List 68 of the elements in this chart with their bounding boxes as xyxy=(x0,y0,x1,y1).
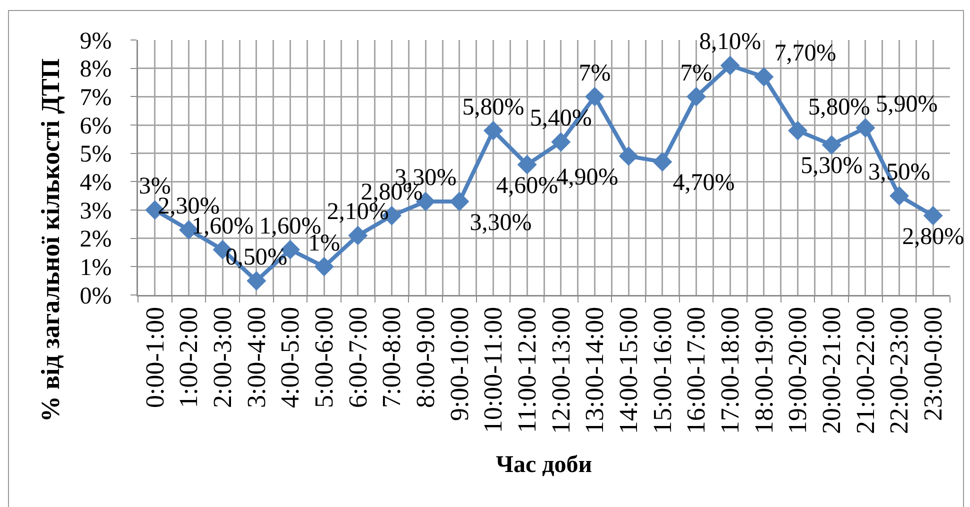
y-tick-label: 3% xyxy=(80,198,112,224)
y-tick-label: 5% xyxy=(80,142,112,168)
y-tick-label: 7% xyxy=(80,85,112,112)
point xyxy=(890,186,909,206)
point xyxy=(856,118,876,138)
point xyxy=(246,271,266,291)
point xyxy=(822,135,842,155)
point xyxy=(652,152,672,172)
x-tick-label: 3:00-4:00 xyxy=(242,306,271,408)
data-label: 4,90% xyxy=(556,164,618,191)
x-tick-label: 1:00-2:00 xyxy=(174,306,204,408)
point xyxy=(720,56,740,76)
x-tick-label: 10:00-11:00 xyxy=(478,306,508,434)
y-tick-label: 6% xyxy=(80,113,112,140)
data-label: 7,70% xyxy=(774,40,836,66)
point xyxy=(551,132,571,152)
point xyxy=(754,67,774,87)
x-tick-label: 11:00-12:00 xyxy=(512,306,542,434)
x-tick-label: 18:00-19:00 xyxy=(749,306,778,434)
point xyxy=(585,86,604,106)
point xyxy=(348,226,368,246)
x-axis-title: Час доби xyxy=(496,452,592,478)
data-label: 5,90% xyxy=(876,91,938,118)
x-tick-label: 5:00-6:00 xyxy=(310,306,339,408)
y-tick-label: 9% xyxy=(80,28,112,54)
y-tick-label: 8% xyxy=(80,56,112,83)
data-label: 5,80% xyxy=(808,94,870,120)
x-tick-label: 4:00-5:00 xyxy=(276,306,305,408)
y-axis-title: % від загальної кількості ДТП xyxy=(36,58,65,422)
x-tick-label: 22:00-23:00 xyxy=(884,306,914,434)
x-tick-label: 16:00-17:00 xyxy=(682,306,711,434)
data-label: 1,60% xyxy=(192,213,254,240)
point xyxy=(314,256,334,276)
x-tick-label: 19:00-20:00 xyxy=(783,306,812,434)
data-label: 4,70% xyxy=(672,170,735,196)
x-tick-label: 9:00-10:00 xyxy=(444,306,474,422)
x-tick-label: 17:00-18:00 xyxy=(716,306,745,434)
x-tick-label: 13:00-14:00 xyxy=(580,306,610,434)
x-tick-label: 7:00-8:00 xyxy=(377,306,406,408)
data-label: 5,30% xyxy=(800,153,863,180)
point xyxy=(450,192,470,212)
x-tick-label: 15:00-16:00 xyxy=(648,306,677,434)
x-tick-label: 21:00-22:00 xyxy=(850,306,880,434)
point xyxy=(923,206,943,226)
data-label: 4,60% xyxy=(496,173,558,200)
point xyxy=(686,86,706,106)
data-label: 8,10% xyxy=(699,29,762,56)
x-tick-label: 20:00-21:00 xyxy=(817,306,846,434)
data-label: 7% xyxy=(578,60,611,86)
data-label: 7% xyxy=(680,60,712,86)
x-tick-label: 8:00-9:00 xyxy=(411,306,440,408)
data-label: 3,30% xyxy=(470,210,532,236)
y-tick-label: 0% xyxy=(80,283,112,310)
y-tick-label: 1% xyxy=(80,255,112,282)
x-tick-label: 14:00-15:00 xyxy=(614,306,644,434)
y-tick-label: 4% xyxy=(80,170,112,196)
data-label: 2,80% xyxy=(902,224,964,250)
data-label: 5,80% xyxy=(462,94,524,120)
x-tick-label: 0:00-1:00 xyxy=(140,306,170,408)
x-tick-label: 23:00-0:00 xyxy=(918,306,948,422)
point xyxy=(618,146,638,166)
x-tick-label: 6:00-7:00 xyxy=(343,306,372,408)
x-tick-label: 2:00-3:00 xyxy=(208,306,238,408)
point xyxy=(788,120,808,140)
point xyxy=(517,154,537,174)
point xyxy=(484,120,503,140)
y-tick-label: 2% xyxy=(80,226,112,253)
x-tick-label: 12:00-13:00 xyxy=(546,306,576,434)
